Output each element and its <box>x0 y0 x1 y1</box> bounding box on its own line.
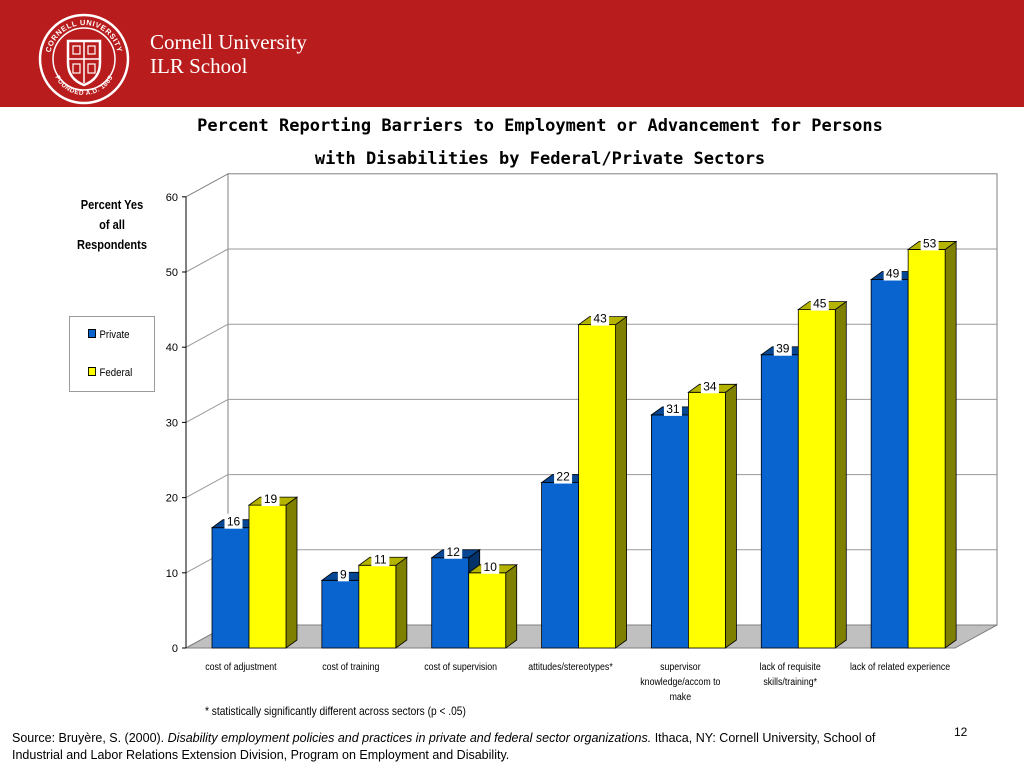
x-tick-label: attitudes/stereotypes* <box>528 660 613 672</box>
data-label: 12 <box>447 545 461 559</box>
data-label: 9 <box>340 567 347 581</box>
data-label-bg <box>371 551 390 567</box>
bar-federal <box>248 504 287 649</box>
data-label: 10 <box>484 560 498 574</box>
data-label-bg <box>810 295 829 311</box>
footnote: * statistically significantly different … <box>205 704 466 718</box>
gridline-side <box>185 323 229 348</box>
gridline-side <box>185 248 229 273</box>
y-axis-label-line: of all <box>99 217 125 232</box>
source-title: Disability employment policies and pract… <box>167 731 652 745</box>
x-tick-label: cost of supervision <box>424 660 497 672</box>
legend-label: Federal <box>99 367 133 379</box>
bar-side-federal <box>395 556 408 649</box>
bar-side-federal <box>834 300 847 649</box>
bar-federal <box>578 324 616 649</box>
data-label: 39 <box>776 342 790 356</box>
y-tick-label: 60 <box>166 192 178 204</box>
legend-swatch-federal <box>88 367 96 376</box>
data-label: 16 <box>227 515 241 529</box>
chart-title-line: Percent Reporting Barriers to Employment… <box>197 116 883 136</box>
data-label-bg <box>883 265 902 281</box>
bar-side-federal <box>725 383 737 649</box>
data-label-bg <box>261 491 280 507</box>
x-tick-label: lack of requisite <box>760 660 821 672</box>
gridline-side <box>185 398 229 423</box>
brand-school: ILR School <box>150 54 248 78</box>
chart-title-line: with Disabilities by Federal/Private Sec… <box>314 149 766 169</box>
data-label: 53 <box>923 236 937 250</box>
source-prefix: Source: Bruyère, S. (2000). <box>12 731 168 745</box>
bar-federal <box>358 564 397 649</box>
page-number: 12 <box>954 725 968 739</box>
x-tick-label: cost of adjustment <box>205 660 277 672</box>
data-label: 34 <box>703 379 717 393</box>
x-tick-label: knowledge/accom to <box>640 675 720 687</box>
data-label: 45 <box>813 297 827 311</box>
legend-swatch-private <box>88 329 96 338</box>
bar-side-federal <box>505 564 518 649</box>
data-label-bg <box>700 378 719 394</box>
source-citation: Source: Bruyère, S. (2000). Disability e… <box>12 730 912 764</box>
data-label-bg <box>444 543 463 559</box>
data-label: 11 <box>374 552 387 566</box>
data-label: 31 <box>666 402 680 416</box>
y-tick-label: 0 <box>172 643 178 655</box>
x-tick-label: make <box>670 690 692 702</box>
bar-side-federal <box>944 240 957 649</box>
data-label-bg <box>554 468 573 484</box>
gridline-side <box>185 474 229 499</box>
y-tick-label: 40 <box>166 342 178 354</box>
y-axis-label-line: Respondents <box>77 237 147 252</box>
bar-private <box>541 482 579 649</box>
cornell-seal-logo: CORNELL UNIVERSITY FOUNDED A.D. 1865 <box>38 13 130 105</box>
bar-private <box>431 557 470 649</box>
y-axis-label-line: Percent Yes <box>80 197 144 212</box>
data-label-bg <box>481 558 500 574</box>
x-tick-label: lack of related experience <box>850 660 950 672</box>
x-tick-label: supervisor <box>660 660 701 672</box>
legend: Private Federal <box>69 316 155 392</box>
legend-label: Private <box>99 329 130 341</box>
data-label: 22 <box>556 470 570 484</box>
bar-private <box>760 354 799 649</box>
y-tick-label: 10 <box>166 568 178 580</box>
data-label-bg <box>337 566 349 582</box>
bar-private <box>321 579 360 649</box>
source-suffix: Ithaca, NY: Cornell University, School o… <box>12 731 876 762</box>
data-label-bg <box>591 310 610 326</box>
x-tick-label: skills/training* <box>763 675 817 687</box>
data-label: 49 <box>886 267 900 281</box>
chart-title: Percent Reporting Barriers to Employment… <box>140 110 940 176</box>
y-tick-label: 20 <box>166 493 178 505</box>
y-axis-label: Percent Yes of all Respondents <box>70 195 155 255</box>
data-label-bg <box>920 235 939 251</box>
data-label: 43 <box>593 312 607 326</box>
bar-side-federal <box>285 496 298 649</box>
bar-side-federal <box>615 315 627 649</box>
data-label-bg <box>773 340 792 356</box>
bar-federal <box>468 572 507 649</box>
bar-private <box>651 414 689 649</box>
bar-federal <box>907 249 946 649</box>
data-label: 19 <box>264 492 278 506</box>
data-label-bg <box>224 513 243 529</box>
x-tick-label: cost of training <box>322 660 379 672</box>
legend-item-federal: Federal <box>88 367 132 379</box>
bar-federal <box>688 391 726 649</box>
header-banner: CORNELL UNIVERSITY FOUNDED A.D. 1865 Cor… <box>0 0 1024 107</box>
data-label-bg <box>663 400 682 416</box>
brand-name: Cornell University <box>150 30 307 54</box>
legend-item-private: Private <box>88 329 130 341</box>
y-tick-label: 50 <box>166 267 178 279</box>
bar-federal <box>797 309 836 649</box>
bar-private <box>211 527 250 649</box>
bar-private <box>870 279 909 649</box>
y-tick-label: 30 <box>166 417 178 429</box>
